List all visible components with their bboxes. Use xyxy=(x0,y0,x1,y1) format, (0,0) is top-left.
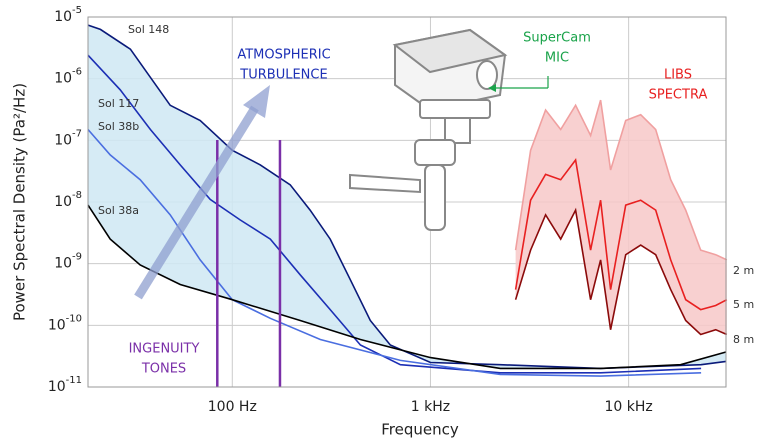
plot-frame xyxy=(87,16,727,388)
series-line xyxy=(87,204,727,370)
y-tick-base: 10 xyxy=(54,194,72,210)
series-line xyxy=(87,24,727,370)
y-axis-label: Power Spectral Density (Pa²/Hz) xyxy=(11,83,29,321)
shaded-band xyxy=(88,25,726,369)
fills xyxy=(88,25,727,369)
y-tick-base: 10 xyxy=(54,71,72,87)
y-tick-base: 10 xyxy=(54,132,72,148)
turbulence-arrowhead xyxy=(243,85,270,118)
y-tick-label: 10-5 xyxy=(54,5,82,25)
mic-arrowhead xyxy=(488,84,496,92)
annotation-libs: SPECTRA xyxy=(649,88,708,103)
y-tick-base: 10 xyxy=(54,256,72,272)
annotation-ingenuity: INGENUITY xyxy=(129,342,200,357)
y-tick-exponent: -5 xyxy=(72,5,82,16)
y-tick-label: 10-9 xyxy=(54,252,82,272)
y-tick-exponent: -10 xyxy=(66,313,82,324)
annotation-supercam: MIC xyxy=(545,51,569,66)
y-tick-base: 10 xyxy=(48,379,66,395)
y-tick-label: 10-6 xyxy=(54,67,82,87)
series-line xyxy=(514,207,728,336)
y-tick-base: 10 xyxy=(54,9,72,25)
y-tick-exponent: -6 xyxy=(72,67,82,78)
x-tick-label: 10 kHz xyxy=(605,399,653,415)
series-label: 5 m xyxy=(733,298,754,311)
series-label: 2 m xyxy=(733,264,754,277)
shaded-band xyxy=(515,100,727,335)
series-label: 8 m xyxy=(733,333,754,346)
x-tick-label: 1 kHz xyxy=(411,399,450,415)
annotation-libs: LIBS xyxy=(664,68,692,83)
annotation-turbulence: ATMOSPHERIC xyxy=(237,48,330,63)
series-label: Sol 38b xyxy=(98,120,139,133)
y-tick-exponent: -11 xyxy=(66,375,82,386)
x-axis-label: Frequency xyxy=(381,421,459,438)
series-line xyxy=(87,128,702,377)
annotation-turbulence: TURBULENCE xyxy=(239,68,327,83)
y-tick-label: 10-8 xyxy=(54,190,82,210)
series-label: Sol 38a xyxy=(98,204,139,217)
series-label: Sol 117 xyxy=(98,97,139,110)
y-tick-exponent: -8 xyxy=(72,190,82,201)
annotation-supercam: SuperCam xyxy=(523,31,591,46)
series-line xyxy=(514,158,728,311)
annotations: Sol 148 Sol 117 Sol 38b Sol 38a 2 m 5 m 8 m ATM… xyxy=(98,23,754,387)
instrument-sketch xyxy=(349,28,508,231)
series-label: Sol 148 xyxy=(128,23,169,36)
y-tick-label: 10-7 xyxy=(54,128,82,148)
y-tick-label: 10-10 xyxy=(48,313,82,333)
annotation-ingenuity: TONES xyxy=(141,362,186,377)
y-tick-exponent: -7 xyxy=(72,128,82,139)
series-line xyxy=(514,99,728,261)
y-tick-exponent: -9 xyxy=(72,252,82,263)
lines xyxy=(87,24,728,377)
y-tick-base: 10 xyxy=(48,317,66,333)
y-tick-label: 10-11 xyxy=(48,375,82,395)
turbulence-arrow xyxy=(134,105,259,300)
x-tick-label: 100 Hz xyxy=(208,399,257,415)
